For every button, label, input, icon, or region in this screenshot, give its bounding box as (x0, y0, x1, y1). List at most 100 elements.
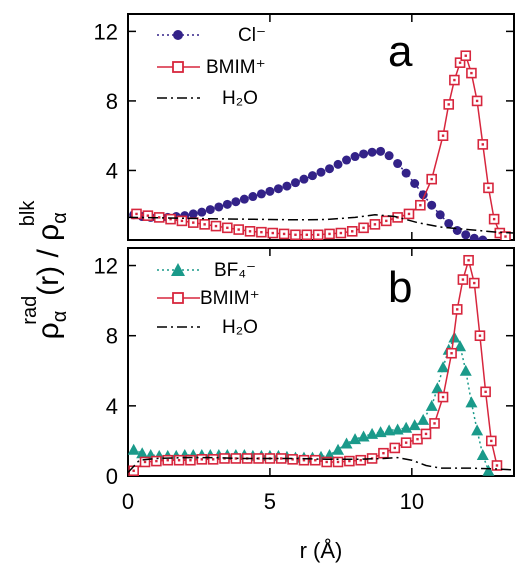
data-point-center (416, 437, 419, 441)
data-point-center (155, 459, 158, 463)
data-point (478, 235, 488, 240)
data-point-center (146, 214, 150, 217)
data-point-center (177, 459, 181, 462)
data-point-center (504, 235, 507, 238)
data-point (367, 147, 377, 157)
data-point-center (316, 233, 320, 236)
data-point-center (180, 219, 184, 223)
y-tick-label: 12 (94, 254, 118, 279)
data-point-center (203, 223, 206, 226)
y-axis-blk-sup: blk (17, 200, 39, 227)
data-point (393, 159, 403, 169)
data-point (461, 230, 471, 240)
data-point-center (328, 232, 331, 236)
y-tick-label: 4 (106, 394, 118, 419)
data-point-center (291, 458, 294, 461)
data-point (350, 152, 360, 162)
series-0 (128, 331, 495, 476)
data-point (444, 218, 454, 228)
data-point (417, 413, 430, 425)
y-tick-label: 4 (106, 158, 118, 183)
data-point-center (467, 259, 470, 262)
data-point-center (458, 61, 462, 64)
panel-b-legend: BF₄⁻ BMIM⁺ H₂O (157, 260, 260, 338)
data-point (342, 155, 352, 165)
panel-b-ticks: 0 4 8 12 0 5 10 (94, 248, 514, 514)
x-tick-label: 5 (264, 489, 276, 514)
data-point (290, 178, 300, 188)
data-point-center (490, 439, 493, 443)
data-point (376, 146, 386, 156)
data-point-center (393, 446, 396, 450)
data-point-center (441, 134, 445, 137)
panel-a-letter: a (388, 27, 413, 76)
legend-item-cl: Cl⁻ (157, 25, 266, 46)
svg-text:ραrad(r) / ραblk: ραrad(r) / ραblk (17, 200, 71, 340)
data-point (435, 210, 445, 220)
data-point (437, 361, 450, 373)
data-point-center (237, 228, 240, 231)
panel-b: 0 4 8 12 0 5 10 b BF₄⁻ BMIM⁺ H₂O (94, 247, 515, 514)
data-point (128, 443, 140, 455)
series-line (133, 150, 483, 240)
data-point (316, 167, 326, 177)
data-point (307, 171, 317, 181)
data-point-center (478, 334, 482, 337)
data-point (465, 396, 478, 408)
panel-b-series (128, 254, 514, 476)
data-point (482, 464, 495, 476)
x-axis-title: r (Å) (300, 538, 343, 563)
data-point-center (484, 390, 487, 394)
data-point (332, 443, 345, 455)
data-point (282, 181, 292, 191)
data-point-center (214, 224, 218, 228)
data-point (197, 207, 207, 217)
legend-item-bf4: BF₄⁻ (157, 260, 256, 281)
data-point (333, 159, 343, 169)
y-axis-middle: (r) / ρ (32, 224, 65, 296)
data-point-center (257, 457, 260, 460)
data-point-center (433, 422, 436, 425)
data-point (366, 427, 379, 439)
data-point (391, 423, 404, 435)
legend-label-h2o: H₂O (222, 88, 258, 109)
series-line (128, 456, 514, 474)
data-point-center (453, 78, 456, 82)
data-point (222, 199, 232, 209)
data-point-center (166, 459, 169, 462)
data-point-center (498, 231, 502, 235)
data-point-center (430, 177, 433, 181)
legend-label-bf4: BF₄⁻ (214, 260, 256, 281)
panel-a-frame (127, 13, 515, 241)
series-line (128, 214, 514, 234)
x-tick-label: 10 (400, 489, 424, 514)
data-point (425, 399, 438, 411)
series-line (133, 335, 490, 471)
panel-a-ticks: 4 8 12 (94, 14, 514, 240)
data-point (471, 424, 484, 436)
data-point (374, 426, 387, 438)
data-point (454, 340, 467, 352)
data-point-center (373, 223, 377, 226)
data-point (383, 424, 396, 436)
data-point-center (226, 226, 229, 230)
panel-a-series (128, 50, 514, 240)
y-axis-title: ραrad(r) / ραblk (17, 200, 71, 340)
y-axis-rad-sup: rad (19, 296, 41, 325)
data-point-center (234, 457, 238, 460)
legend-label-cl: Cl⁻ (238, 25, 266, 46)
y-axis-rho: ρ (32, 322, 65, 339)
legend-item-bmim-b: BMIM⁺ (157, 288, 260, 309)
y-tick-label: 8 (106, 89, 118, 114)
series-2 (128, 214, 514, 234)
data-point (476, 448, 489, 460)
data-point-center (441, 395, 445, 399)
data-point (359, 149, 369, 159)
data-point-center (192, 221, 195, 224)
data-point (325, 164, 335, 174)
data-point-center (450, 352, 453, 355)
data-point-center (189, 459, 192, 462)
data-point (231, 197, 241, 207)
data-point-center (487, 186, 490, 190)
data-point-center (481, 143, 484, 146)
